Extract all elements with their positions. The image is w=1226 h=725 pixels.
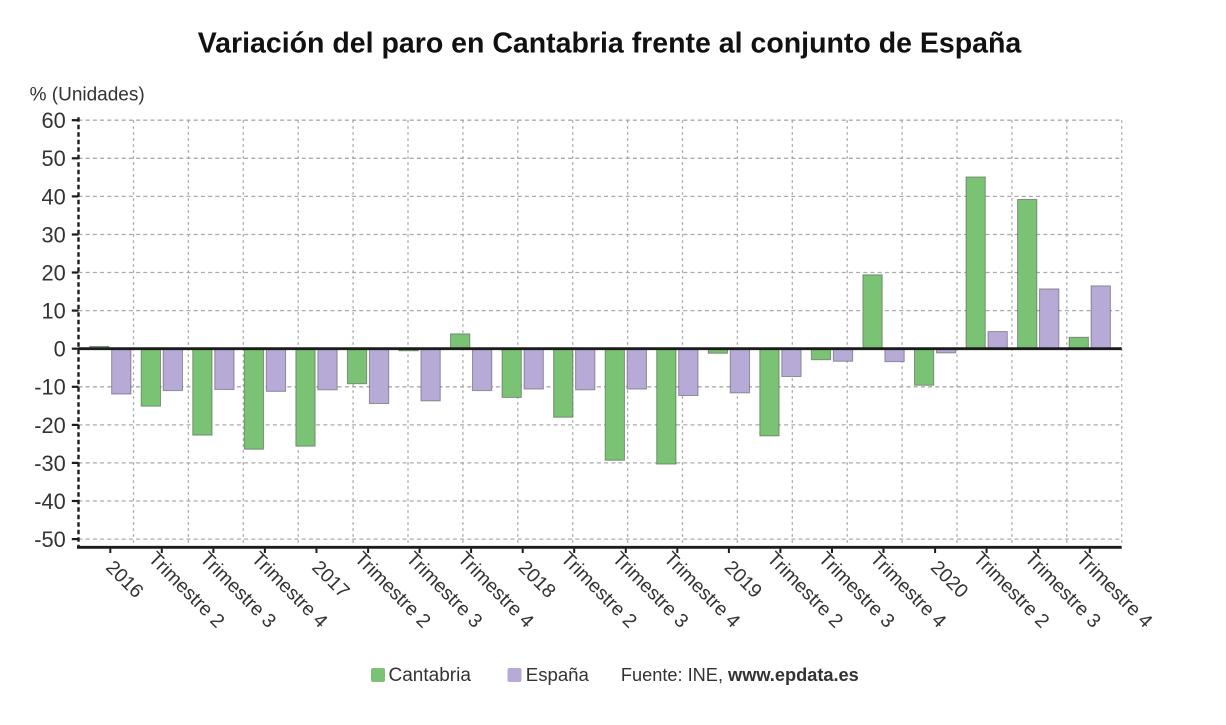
svg-text:Fuente: INE, www.epdata.es: Fuente: INE, www.epdata.es xyxy=(621,665,859,685)
svg-text:10: 10 xyxy=(42,299,66,324)
svg-text:50: 50 xyxy=(42,146,66,171)
svg-text:Cantabria: Cantabria xyxy=(389,665,472,686)
svg-text:-10: -10 xyxy=(34,375,66,400)
svg-text:-30: -30 xyxy=(34,451,66,476)
svg-text:60: 60 xyxy=(42,108,66,133)
svg-text:España: España xyxy=(526,664,590,685)
svg-text:Variación del paro en Cantabri: Variación del paro en Cantabria frente a… xyxy=(198,28,1023,60)
svg-text:30: 30 xyxy=(42,222,66,247)
svg-text:-20: -20 xyxy=(34,413,66,438)
svg-text:40: 40 xyxy=(42,184,66,209)
svg-text:0: 0 xyxy=(54,337,66,362)
svg-text:-40: -40 xyxy=(34,489,66,514)
svg-text:-50: -50 xyxy=(34,527,66,552)
svg-text:20: 20 xyxy=(42,260,66,285)
svg-text:% (Unidades): % (Unidades) xyxy=(30,84,145,105)
